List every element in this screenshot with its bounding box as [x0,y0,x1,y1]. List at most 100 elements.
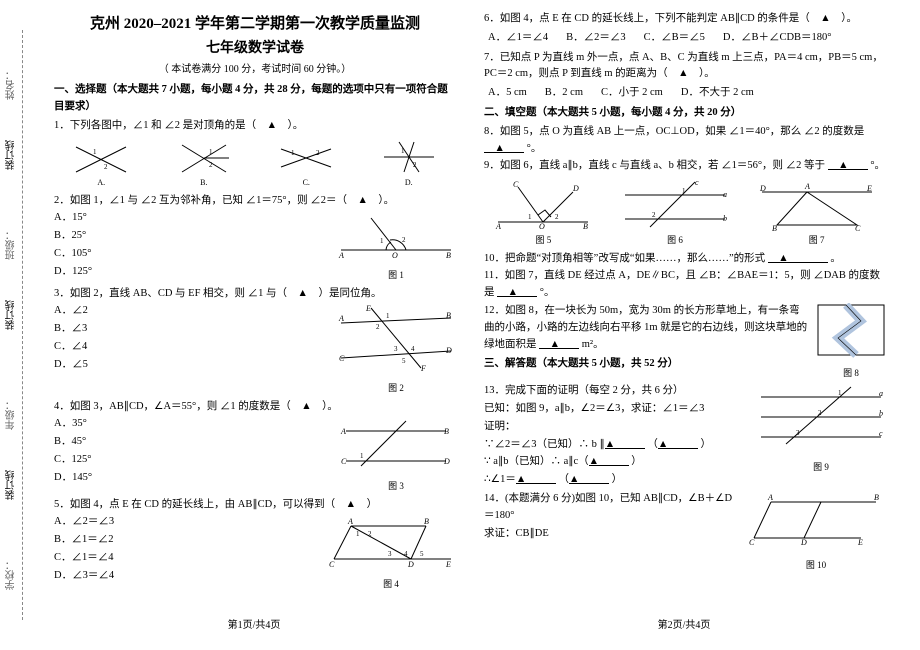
parallelogram-icon: AB CD E 12 34 5 [326,514,456,569]
svg-text:F: F [420,364,426,373]
svg-text:1: 1 [838,389,842,397]
three-parallel-icon: a b c 12 3 [756,382,886,452]
svg-text:D: D [800,538,807,547]
page-number-1: 第1页/共4页 [54,618,454,634]
svg-text:B: B [444,427,449,436]
proof-text: ） [701,439,712,450]
figure-caption: 图 9 [756,460,886,474]
lawn-path-icon [816,303,886,358]
fill-blank: ▲ [539,337,579,349]
question-3: 3．如图 2，直线 AB、CD 与 EF 相交，则 ∠1 与（ ▲ ）是同位角。 [54,286,456,303]
figure-10: AB CD E 图 10 [746,490,886,572]
margin-label-name: 姓名： [4,70,19,100]
parallel-transversal-icon: a b c 12 [620,177,730,232]
svg-text:C: C [855,224,861,232]
fill-blank: ▲ [497,285,537,297]
proof-text: ） [631,456,642,467]
svg-text:b: b [879,409,883,418]
svg-text:3: 3 [394,345,398,353]
svg-text:5: 5 [402,357,406,365]
svg-text:A: A [495,222,501,231]
svg-text:C: C [329,560,335,569]
q1-figures: 12 A. 12 B. 12 C. [54,137,456,190]
q12-tail: m²。 [582,339,604,350]
svg-text:1: 1 [528,213,532,221]
figure-caption: 图 5 [535,233,551,247]
svg-text:B: B [874,493,879,502]
binding-dash-line [22,30,23,620]
page: 姓名： 装订线 班级： 装订线 年级： 装订线 学校： 克州 2020–2021… [0,0,920,650]
fill-blank: ▲ [589,454,629,466]
svg-text:3: 3 [796,429,800,437]
figure-4: AB CD E 12 34 5 图 4 [326,514,456,591]
parallelogram-icon: AB CD E [746,490,886,550]
proof-text: ∵ a∥b（已知）∴ a∥c（ [484,456,589,467]
svg-text:A: A [804,182,810,191]
q1-opt-c-fig: 12 C. [276,137,336,190]
fill-blank: ▲ [569,472,609,484]
q8-tail: °。 [527,143,542,154]
svg-text:2: 2 [413,161,417,169]
svg-text:C: C [513,180,519,189]
q1-opt-b-fig: 12 B. [174,137,234,190]
svg-text:1: 1 [209,148,213,156]
figure-8: 图 8 [816,303,886,380]
fill-blank: ▲ [484,141,524,153]
q12-text: 12．如图 8，在一块长为 50m，宽为 30m 的长方形草地上，有一条弯曲的小… [484,305,807,350]
opt: A．∠1＝∠4 [488,30,548,47]
svg-text:D: D [759,184,766,193]
svg-text:4: 4 [404,550,408,558]
figure-caption: 图 2 [336,381,456,395]
figs-5-6-7: AB O CD 12 图 5 a b c 12 [484,177,886,247]
q9-tail: °。 [870,160,885,171]
margin-label-grade: 年级： [4,400,19,430]
svg-text:E: E [857,538,863,547]
proof-text: （ [558,474,569,485]
question-6: 6．如图 4，点 E 在 CD 的延长线上，下列不能判定 AB∥CD 的条件是（… [484,11,886,28]
svg-text:1: 1 [291,149,295,157]
margin-label-class: 班级： [4,230,19,260]
svg-text:3: 3 [388,550,392,558]
svg-text:B: B [583,222,588,231]
binding-stub-text-1: 装订线 [4,140,19,170]
columns: 克州 2020–2021 学年第二学期第一次教学质量监测 七年级数学试卷 （ 本… [40,0,920,650]
svg-text:2: 2 [652,211,656,219]
opt: A．5 cm [488,85,527,102]
svg-text:E: E [445,560,451,569]
svg-text:E: E [866,184,872,193]
svg-text:4: 4 [411,345,415,353]
svg-text:D: D [445,346,452,355]
angle-diagram-icon: 12 [174,137,234,177]
svg-text:2: 2 [555,213,559,221]
opt-label: B. [200,177,207,190]
svg-text:A: A [338,314,344,323]
figure-caption: 图 8 [816,366,886,380]
question-5: 5．如图 4，点 E 在 CD 的延长线上，由 AB∥CD，可以得到（ ▲ ） [54,497,456,514]
svg-text:B: B [424,517,429,526]
figure-caption: 图 4 [326,577,456,591]
angle-diagram-icon: 12 [71,137,131,177]
fill-blank: ▲ [658,437,698,449]
page-number-2: 第2页/共4页 [484,618,884,634]
q10-tail: 。 [830,253,841,264]
svg-text:2: 2 [818,409,822,417]
margin-label-school: 学校： [4,560,19,590]
q7-options: A．5 cm B．2 cm C．小于 2 cm D．不大于 2 cm [488,85,886,102]
question-7: 7．已知点 P 为直线 m 外一点，点 A、B、C 为直线 m 上三点，PA＝4… [484,50,886,84]
page-1: 克州 2020–2021 学年第二学期第一次教学质量监测 七年级数学试卷 （ 本… [40,0,470,640]
svg-text:1: 1 [93,148,97,156]
opt-label: C. [303,177,310,190]
svg-text:B: B [446,251,451,260]
opt: C．小于 2 cm [601,85,663,102]
svg-text:2: 2 [209,161,213,169]
figure-9: a b c 12 3 图 9 [756,382,886,474]
proof-text: ∴∠1＝ [484,474,516,485]
svg-text:1: 1 [682,187,686,195]
binding-stub-text-2: 装订线 [4,300,19,330]
svg-text:O: O [539,222,545,231]
svg-text:c: c [879,429,883,438]
binding-stub-text-3: 装订线 [4,470,19,500]
svg-text:O: O [392,251,398,260]
svg-text:5: 5 [420,550,424,558]
figure-5: AB O CD 12 图 5 [493,177,593,247]
